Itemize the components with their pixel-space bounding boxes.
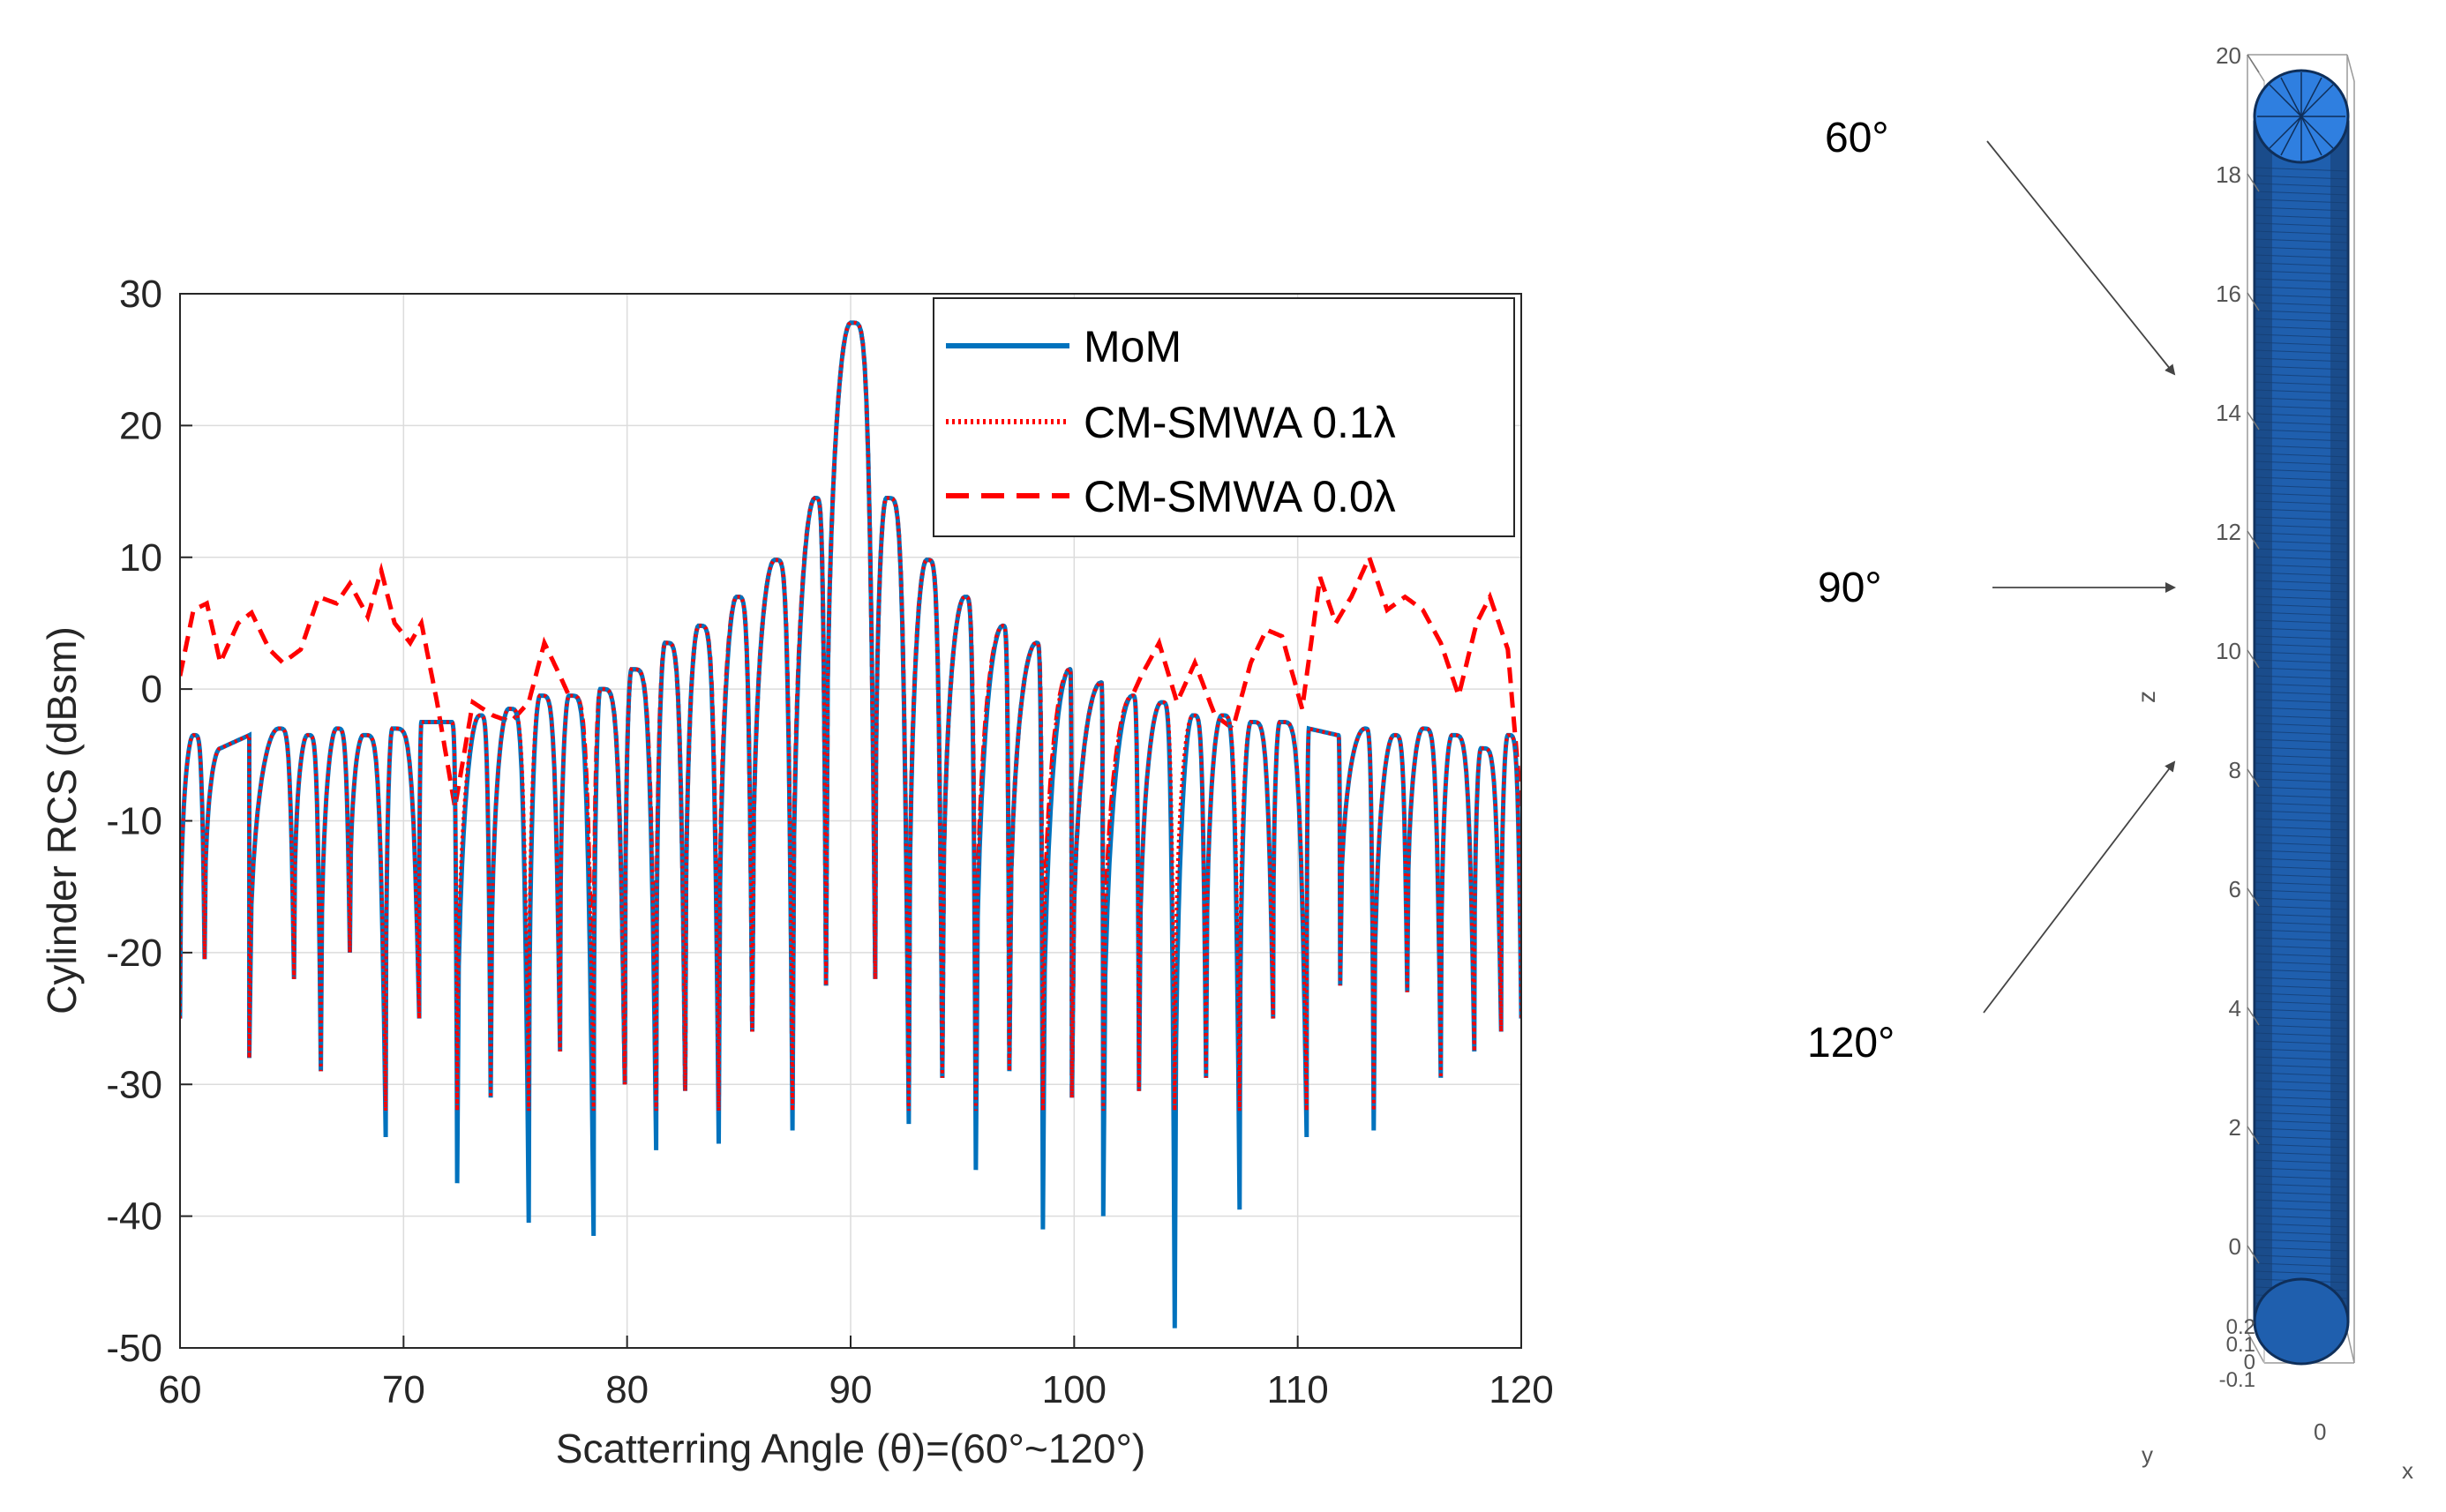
series-layer [180,320,1521,1329]
xy-tick-label: 0.1 [2226,1333,2255,1357]
z-tick-label: 6 [2229,876,2241,902]
z-tick-label: 16 [2216,281,2241,307]
x-axis-label-3d: x [2402,1457,2413,1484]
z-tick-mark [2247,530,2260,550]
x-tick-label: 80 [605,1368,649,1411]
y-tick-label: 0 [141,668,162,711]
cylinder-shade-left [2255,122,2272,1321]
y-tick-label: 10 [119,536,162,580]
arrow-120 [1983,760,2176,1014]
cap-mesh [2257,72,2345,161]
x-tick-label: 120 [1489,1368,1553,1411]
xy-tick-label: 0.2 [2226,1315,2255,1339]
y-tick-label: -10 [106,800,162,843]
x-tick-label: 100 [1042,1368,1107,1411]
x-tick-label: 60 [159,1368,202,1411]
x-tick-labels: 60 70 80 90 100 110 120 [159,1368,1554,1411]
x-tick-label: 90 [829,1368,873,1411]
y-tick-label: -40 [106,1195,162,1239]
legend-label-cm-smwa-00: CM-SMWA 0.0λ [1084,472,1396,521]
angle-label-90: 90° [1818,565,1882,611]
xy-tick-label: -0.1 [2219,1368,2255,1392]
rcs-chart: 60 70 80 90 100 110 120 3020100-10-20-30-40-50… [39,273,1554,1471]
angle-label-120: 120° [1807,1020,1895,1067]
xy-tick-labels: 0.20.10-0.1 [2219,1315,2255,1392]
z-tick-mark [2247,768,2260,788]
z-tick-mark [2247,887,2260,907]
z-tick-label: 14 [2216,400,2241,426]
cylinder-shade-right [2330,122,2348,1321]
z-tick-mark [2247,292,2260,311]
cylinder-bottom [2253,1277,2350,1366]
z-tick-label: 12 [2216,519,2241,545]
z-tick-label: 20 [2216,42,2241,69]
y-tick-label: 30 [119,273,162,316]
z-tick-label: 4 [2229,995,2241,1022]
z-tick-label: 8 [2229,757,2241,783]
arrow-60 [1986,140,2176,376]
legend-label-mom: MoM [1084,322,1182,371]
z-tick-mark [2247,173,2260,192]
z-tick-label: 18 [2216,161,2241,188]
legend: MoM CM-SMWA 0.1λ CM-SMWA 0.0λ [933,297,1515,537]
x-tick-label: 110 [1267,1368,1329,1411]
z-tick-mark [2247,1126,2260,1145]
z-tick-mark [2247,1007,2260,1026]
z-axis-label: z [2133,691,2160,703]
angle-label-60: 60° [1825,115,1889,161]
legend-label-cm-smwa-01: CM-SMWA 0.1λ [1084,398,1396,447]
y-tick-labels: 30 20 10 0 -10 -20 -30 -40 -50 [106,273,162,1370]
x-axis-label: Scatterring Angle (θ)=(60°~120°) [556,1426,1145,1471]
y-tick-label: 20 [119,404,162,447]
y-axis-label: Cylinder RCS (dBsm) [39,626,85,1014]
y-tick-label: -20 [106,932,162,975]
x-tick-label: 70 [382,1368,425,1411]
y-tick-label: -50 [106,1327,162,1370]
z-tick-label: 0 [2229,1233,2241,1260]
y-axis-label-3d: y [2142,1441,2153,1468]
z-tick-label: 2 [2229,1114,2241,1141]
z-tick-mark [2247,411,2260,430]
z-tick-mark [2247,1245,2260,1264]
z-tick-label: 10 [2216,638,2241,664]
xy-tick-label: 0 [2244,1351,2255,1374]
y-tick-label: -30 [106,1063,162,1106]
x-tick-zero: 0 [2314,1418,2326,1445]
series-cm-smwa-01 [180,320,1521,1112]
z-tick-mark [2247,649,2260,669]
z-tick-mark [2247,54,2260,73]
plot-frame [179,293,1522,1349]
